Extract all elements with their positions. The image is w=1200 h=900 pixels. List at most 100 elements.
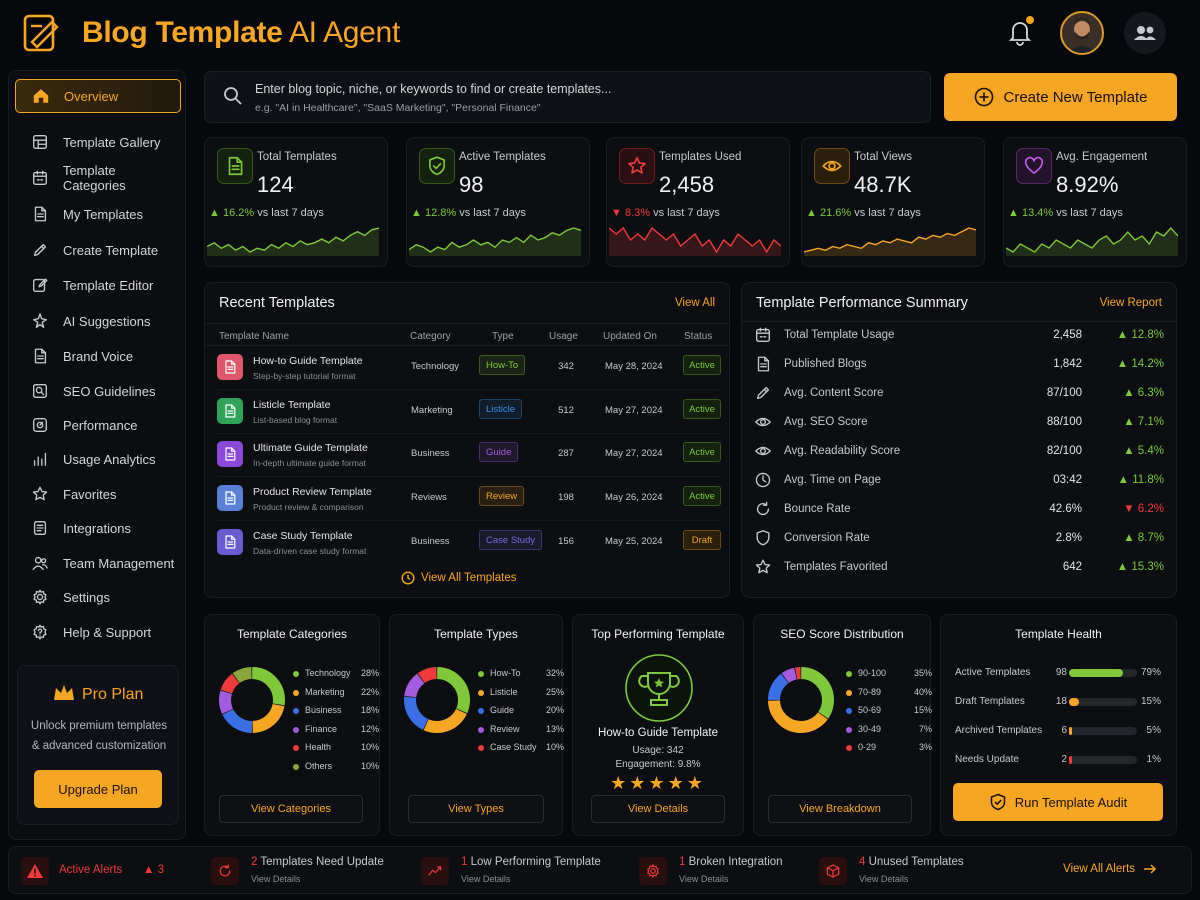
alert-item[interactable]: 1 Low Performing Template View Details	[421, 853, 621, 889]
template-name[interactable]: Listicle Template	[253, 399, 331, 411]
template-name[interactable]: Ultimate Guide Template	[253, 442, 368, 454]
donut-slice-how-to[interactable]	[404, 667, 470, 733]
create-new-template-button[interactable]: Create New Template	[944, 73, 1177, 121]
donut-slice-technology[interactable]	[219, 667, 285, 733]
alert-view-details[interactable]: View Details	[859, 874, 909, 884]
performance-change: ▲ 11.8%	[1117, 474, 1164, 486]
performance-row: Avg. SEO Score 88/100 ▲ 7.1%	[754, 408, 1166, 437]
users-icon[interactable]	[1124, 12, 1166, 54]
column-header-name[interactable]: Template Name	[219, 331, 290, 342]
refresh-icon	[211, 857, 239, 885]
alert-view-details[interactable]: View Details	[251, 874, 301, 884]
stat-card-active-templates[interactable]: Active Templates 98 ▲ 12.8% vs last 7 days	[406, 137, 590, 267]
performance-row: Avg. Content Score 87/100 ▲ 6.3%	[754, 379, 1166, 408]
donut-slice-listicle[interactable]	[404, 667, 470, 733]
performance-value: 42.6%	[1049, 503, 1082, 515]
sidebar-item-template-gallery[interactable]: Template Gallery	[15, 125, 181, 159]
legend-item: Finance 12%	[293, 723, 379, 742]
active-alerts[interactable]: Active Alerts ▲ 3	[21, 853, 181, 889]
row-divider	[217, 476, 721, 477]
search-bar[interactable]: Enter blog topic, niche, or keywords to …	[204, 71, 931, 123]
view-all-alerts-link[interactable]: View All Alerts	[1063, 863, 1157, 875]
active-alerts-count: ▲ 3	[143, 864, 164, 876]
sidebar-item-my-templates[interactable]: My Templates	[15, 197, 181, 231]
heart-icon	[1016, 148, 1052, 184]
alert-item[interactable]: 2 Templates Need Update View Details	[211, 853, 411, 889]
column-header-usage[interactable]: Usage	[549, 331, 578, 342]
view-all-templates-link[interactable]: View All Templates	[401, 571, 516, 585]
template-name[interactable]: How-to Guide Template	[253, 355, 363, 367]
template-category: Business	[411, 536, 450, 547]
view-details-button[interactable]: View Details	[591, 795, 725, 823]
template-name[interactable]: Product Review Template	[253, 486, 372, 498]
sidebar-item-settings[interactable]: Settings	[15, 580, 181, 614]
stat-card-total-templates[interactable]: Total Templates 124 ▲ 16.2% vs last 7 days	[204, 137, 388, 267]
sidebar-item-performance[interactable]: Performance	[15, 408, 181, 442]
status-badge: Active	[683, 442, 721, 462]
view-report-link[interactable]: View Report	[1099, 297, 1162, 309]
sidebar-item-brand-voice[interactable]: Brand Voice	[15, 339, 181, 373]
table-row[interactable]: Case Study Template Data-driven case stud…	[217, 522, 721, 566]
alert-view-details[interactable]: View Details	[461, 874, 511, 884]
sidebar-item-seo-guidelines[interactable]: SEO Guidelines	[15, 374, 181, 408]
search-icon	[224, 87, 242, 105]
performance-row: Conversion Rate 2.8% ▲ 8.7%	[754, 524, 1166, 553]
legend-label: Review	[490, 723, 520, 734]
alert-view-details[interactable]: View Details	[679, 874, 729, 884]
sidebar-item-team-management[interactable]: Team Management	[15, 546, 181, 580]
stat-change: ▲ 16.2% vs last 7 days	[209, 207, 324, 219]
stat-card-templates-used[interactable]: Templates Used 2,458 ▼ 8.3% vs last 7 days	[606, 137, 790, 267]
sidebar-item-create-template[interactable]: Create Template	[15, 233, 181, 267]
sidebar-item-ai-suggestions[interactable]: AI Suggestions	[15, 304, 181, 338]
view-categories-button[interactable]: View Categories	[219, 795, 363, 823]
performance-label: Avg. SEO Score	[784, 416, 868, 428]
run-template-audit-button[interactable]: Run Template Audit	[953, 783, 1163, 821]
search-input[interactable]: Enter blog topic, niche, or keywords to …	[255, 82, 612, 96]
table-row[interactable]: Ultimate Guide Template In-depth ultimate…	[217, 434, 721, 478]
health-row: Needs Update 2 1%	[955, 752, 1161, 772]
shield-icon	[754, 529, 772, 547]
performance-label: Avg. Content Score	[784, 387, 884, 399]
search-example: e.g. "AI in Healthcare", "SaaS Marketing…	[255, 102, 541, 114]
table-row[interactable]: Listicle Template List-based blog format M…	[217, 391, 721, 435]
eye-icon	[754, 442, 772, 460]
sidebar-item-integrations[interactable]: Integrations	[15, 511, 181, 545]
donut-slice-90-100[interactable]	[768, 667, 834, 733]
health-label: Draft Templates	[955, 696, 1025, 707]
clock-icon	[401, 571, 415, 585]
donut-slice-70-89[interactable]	[768, 667, 834, 733]
sidebar-item-usage-analytics[interactable]: Usage Analytics	[15, 442, 181, 476]
avatar[interactable]	[1060, 11, 1104, 55]
sidebar-item-help-support[interactable]: Help & Support	[15, 615, 181, 649]
alert-item[interactable]: 1 Broken Integration View Details	[639, 853, 839, 889]
performance-value: 88/100	[1046, 416, 1082, 428]
column-header-type[interactable]: Type	[492, 331, 514, 342]
donut-slice-finance[interactable]	[219, 667, 285, 733]
template-name[interactable]: Case Study Template	[253, 530, 353, 542]
stat-card-avg-engagement[interactable]: Avg. Engagement 8.92% ▲ 13.4% vs last 7 da…	[1003, 137, 1187, 267]
table-row[interactable]: How-to Guide Template Step-by-step tutori…	[217, 347, 721, 391]
sidebar-item-favorites[interactable]: Favorites	[15, 477, 181, 511]
legend-value: 20%	[545, 705, 564, 716]
upgrade-plan-button[interactable]: Upgrade Plan	[34, 770, 162, 808]
bell-icon[interactable]	[1007, 18, 1033, 46]
view-all-link[interactable]: View All	[674, 297, 715, 309]
sidebar-item-overview[interactable]: Overview	[15, 79, 181, 113]
sidebar-item-template-editor[interactable]: Template Editor	[15, 268, 181, 302]
gauge-icon	[29, 414, 51, 436]
sidebar-item-template-categories[interactable]: Template Categories	[15, 161, 181, 195]
sidebar-item-label: My Templates	[63, 206, 143, 222]
gallery-icon	[29, 131, 51, 153]
template-health-card: Template Health Active Templates 98 79% Dra…	[940, 614, 1177, 836]
view-breakdown-button[interactable]: View Breakdown	[768, 795, 912, 823]
column-header-status[interactable]: Status	[684, 331, 713, 342]
view-types-button[interactable]: View Types	[408, 795, 544, 823]
users-icon	[29, 552, 51, 574]
legend-item: 50-69 15%	[846, 704, 932, 723]
alert-item[interactable]: 4 Unused Templates View Details	[819, 853, 1019, 889]
column-header-category[interactable]: Category	[410, 331, 451, 342]
stat-card-total-views[interactable]: Total Views 48.7K ▲ 21.6% vs last 7 days	[801, 137, 985, 267]
column-header-updated[interactable]: Updated On	[603, 331, 657, 342]
table-row[interactable]: Product Review Template Product review & …	[217, 478, 721, 522]
donut-slice-guide[interactable]	[404, 667, 470, 733]
